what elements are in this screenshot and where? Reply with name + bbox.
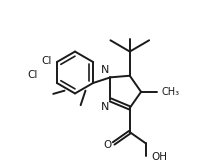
Text: Cl: Cl xyxy=(41,56,52,66)
Text: OH: OH xyxy=(152,152,167,162)
Text: CH₃: CH₃ xyxy=(161,87,179,97)
Text: Cl: Cl xyxy=(27,70,38,80)
Text: O: O xyxy=(103,140,111,150)
Text: N: N xyxy=(101,65,110,75)
Text: N: N xyxy=(101,102,110,112)
